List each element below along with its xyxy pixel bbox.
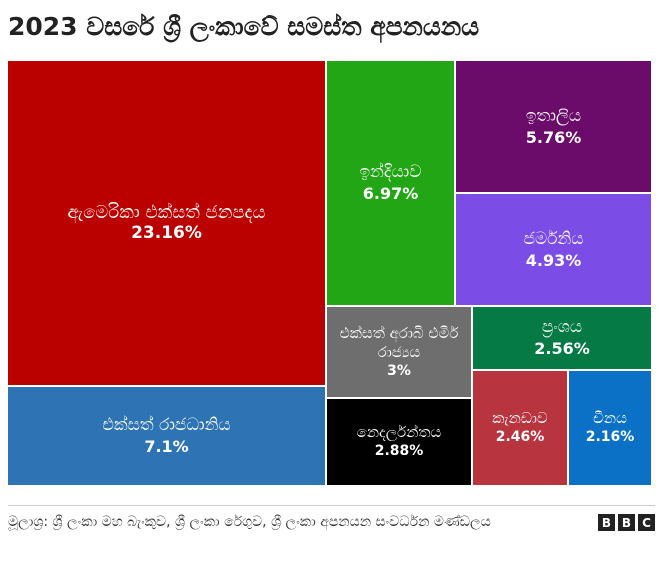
bbc-logo: B B C: [598, 514, 655, 531]
tile-value: 7.1%: [144, 437, 189, 456]
footer-divider: [8, 505, 655, 506]
treemap-tile: ඉතාලිය 5.76%: [455, 60, 652, 193]
treemap-tile: චීනය 2.16%: [568, 370, 652, 486]
treemap-tile: ජර්මනිය 4.93%: [455, 193, 652, 306]
tile-value: 3%: [387, 362, 411, 379]
logo-letter: B: [618, 514, 635, 531]
treemap-tile: එක්සත් අරාබි එමීර් රාජ්‍යය 3%: [326, 306, 472, 398]
logo-letter: B: [598, 514, 615, 531]
tile-label: ප්‍රංශය: [541, 317, 583, 337]
tile-label: කැනඩාව: [492, 409, 548, 427]
treemap-tile: ප්‍රංශය 2.56%: [472, 306, 652, 370]
tile-label: චීනය: [593, 409, 627, 427]
tile-label: ඇමෙරිකා එක්සත් ජනපදය: [67, 202, 266, 223]
treemap-tile: ඇමෙරිකා එක්සත් ජනපදය 23.16%: [7, 60, 326, 386]
tile-label: නෙදර්ලන්තය: [356, 423, 442, 441]
tile-label: එක්සත් රාජධානිය: [102, 415, 231, 435]
tile-label: එක්සත් අරාබි එමීර් රාජ්‍යය: [339, 323, 459, 361]
tile-label: ජර්මනිය: [523, 228, 584, 249]
source-note: මූලාශ්‍ර: ශ්‍රී ලංකා මහ බැංකුව, ශ්‍රී ලං…: [8, 514, 491, 530]
tile-value: 6.97%: [362, 184, 419, 203]
treemap-tile: කැනඩාව 2.46%: [472, 370, 568, 486]
tile-label: ඉතාලිය: [525, 105, 582, 126]
logo-letter: C: [638, 514, 655, 531]
treemap-tile: ඉන්දියාව 6.97%: [326, 60, 455, 306]
tile-value: 2.88%: [374, 443, 424, 459]
tile-value: 4.93%: [525, 250, 582, 270]
tile-value: 2.16%: [585, 429, 635, 445]
chart-title: 2023 වසරේ ශ්‍රී ලංකාවේ සමස්ත අපනයනය: [8, 12, 480, 41]
tile-value: 2.46%: [495, 429, 545, 445]
treemap-tile: නෙදර්ලන්තය 2.88%: [326, 398, 472, 486]
tile-value: 2.56%: [534, 339, 590, 358]
tile-value: 23.16%: [131, 223, 202, 243]
tile-label: ඉන්දියාව: [359, 162, 422, 182]
treemap-tile: එක්සත් රාජධානිය 7.1%: [7, 386, 326, 486]
tile-value: 5.76%: [525, 127, 582, 147]
